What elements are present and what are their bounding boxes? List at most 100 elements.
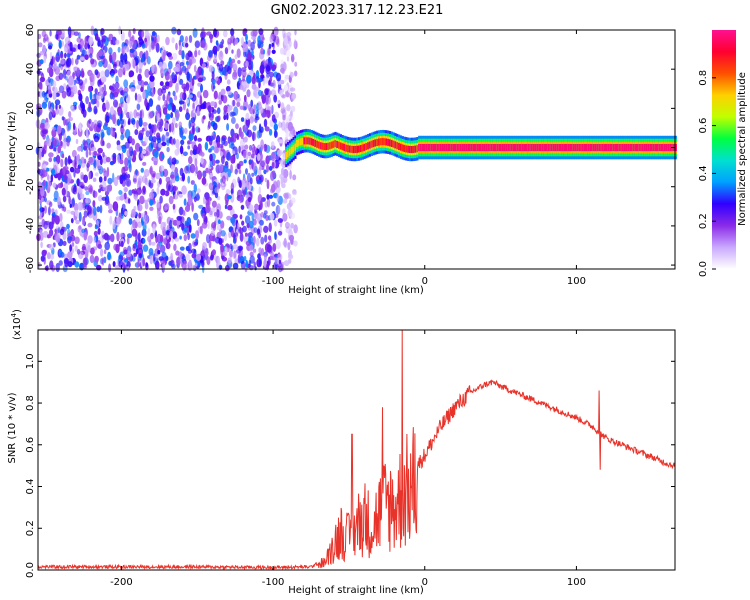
spectrogram-signal-cell [339, 142, 342, 150]
spectrogram-signal-cell [663, 144, 666, 152]
spectrogram-signal-cell [620, 144, 623, 152]
spectrogram-signal-cell [485, 144, 488, 152]
spectrogram-signal-cell [643, 144, 646, 152]
spectrogram-signal-cell [549, 144, 552, 152]
spectrogram-noise-cell [178, 44, 183, 52]
spectrogram-noise-cell [289, 71, 294, 78]
spectrogram-noise-cell [223, 114, 227, 121]
spectrogram-noise-cell [274, 129, 277, 138]
spectrogram-noise-cell [69, 166, 75, 173]
spectrogram-noise-cell [94, 33, 99, 41]
spectrogram-noise-cell [150, 179, 156, 184]
spectrogram-noise-cell [212, 122, 218, 131]
spectrogram-signal-cell [581, 144, 585, 152]
spectrogram-noise-cell [123, 249, 128, 255]
spectrogram-noise-cell [39, 76, 46, 83]
spectrogram-noise-cell [250, 61, 254, 71]
spectrogram-signal-cell [525, 144, 528, 152]
spectrogram-signal-cell [492, 144, 495, 152]
spectrogram-noise-cell [268, 56, 271, 63]
spectrogram-noise-cell [48, 89, 52, 95]
spectrogram-noise-cell [289, 234, 294, 242]
spectrogram-signal-cell [571, 144, 574, 152]
spectrogram-noise-cell [173, 243, 177, 251]
spectrogram-noise-cell [247, 235, 254, 244]
spectrogram-signal-cell [348, 145, 352, 153]
spectrogram-noise-cell [149, 206, 154, 211]
spectrogram-noise-cell [82, 243, 86, 251]
spectrogram-noise-cell [213, 54, 218, 63]
spectrogram-noise-cell [278, 139, 284, 144]
spectrogram-noise-cell [115, 75, 119, 84]
spectrogram-noise-cell [71, 197, 75, 207]
spectrogram-noise-cell [263, 76, 269, 84]
spectrogram-noise-cell [92, 177, 97, 182]
spectrogram-noise-cell [257, 194, 263, 204]
spectrogram-noise-cell [117, 46, 121, 53]
spectrogram-noise-cell [108, 203, 113, 210]
spectrogram-noise-cell [55, 108, 59, 115]
spectrogram-noise-cell [244, 232, 248, 237]
spectrogram-noise-cell [117, 154, 120, 164]
spectrogram-noise-cell [152, 223, 157, 234]
spectrogram-signal-cell [530, 144, 534, 152]
spectrogram-signal-cell [298, 139, 301, 147]
spectrogram-noise-cell [63, 132, 67, 141]
spectrogram-signal-cell [312, 139, 315, 147]
spectrogram-noise-cell [141, 43, 146, 49]
spectrogram-noise-cell [148, 111, 155, 119]
spectrogram-noise-cell [251, 159, 254, 170]
spectrogram-noise-cell [84, 54, 89, 60]
spectrogram-noise-cell [57, 29, 62, 36]
spectrogram-noise-cell [226, 195, 232, 200]
spectrogram-signal-cell [423, 144, 426, 152]
spectrogram-y-tick-label: -40 [25, 218, 36, 234]
spectrogram-noise-cell [188, 35, 193, 43]
spectrogram-noise-cell [294, 70, 298, 77]
spectrogram-signal-cell [434, 144, 437, 152]
spectrogram-noise-cell [259, 219, 264, 226]
spectrogram-noise-cell [189, 88, 193, 95]
spectrogram-noise-cell [185, 253, 191, 261]
spectrogram-noise-cell [128, 30, 132, 38]
spectrogram-noise-cell [202, 31, 207, 37]
spectrogram-noise-cell [190, 122, 196, 128]
spectrogram-noise-cell [138, 117, 143, 127]
spectrogram-noise-cell [283, 32, 288, 38]
spectrogram-noise-cell [49, 30, 52, 37]
spectrogram-noise-cell [271, 42, 275, 48]
spectrogram-noise-cell [233, 69, 238, 78]
spectrogram-noise-cell [206, 31, 212, 36]
spectrogram-noise-cell [59, 58, 65, 65]
spectrogram-noise-cell [273, 123, 278, 131]
spectrogram-noise-cell [100, 129, 105, 139]
spectrogram-noise-cell [70, 218, 74, 224]
spectrogram-noise-cell [257, 153, 261, 162]
spectrogram-noise-cell [227, 204, 233, 211]
spectrogram-noise-cell [109, 54, 113, 64]
snr-multiplier-suffix: ) [12, 309, 23, 313]
spectrogram-noise-cell [189, 163, 196, 174]
spectrogram-noise-cell [148, 98, 154, 107]
spectrogram-noise-cell [230, 28, 235, 36]
spectrogram-noise-cell [209, 172, 213, 178]
spectrogram-noise-cell [134, 221, 138, 229]
spectrogram-noise-cell [36, 142, 41, 147]
spectrogram-x-tick-label: -100 [262, 276, 285, 287]
spectrogram-noise-cell [42, 230, 49, 238]
spectrogram-noise-cell [150, 40, 155, 51]
spectrogram-noise-cell [129, 48, 135, 54]
spectrogram-noise-cell [134, 92, 138, 101]
spectrogram-noise-cell [165, 51, 169, 56]
spectrogram-noise-cell [56, 196, 61, 206]
spectrogram-noise-cell [179, 35, 184, 43]
spectrogram-noise-cell [253, 227, 258, 234]
spectrogram-noise-cell [149, 127, 153, 137]
spectrogram-signal-cell [656, 144, 659, 152]
spectrogram-noise-cell [76, 146, 82, 152]
spectrogram-noise-cell [289, 212, 296, 220]
spectrogram-noise-cell [54, 99, 61, 106]
spectrogram-noise-cell [195, 70, 199, 80]
spectrogram-noise-cell [276, 193, 280, 202]
spectrogram-noise-cell [136, 85, 140, 90]
